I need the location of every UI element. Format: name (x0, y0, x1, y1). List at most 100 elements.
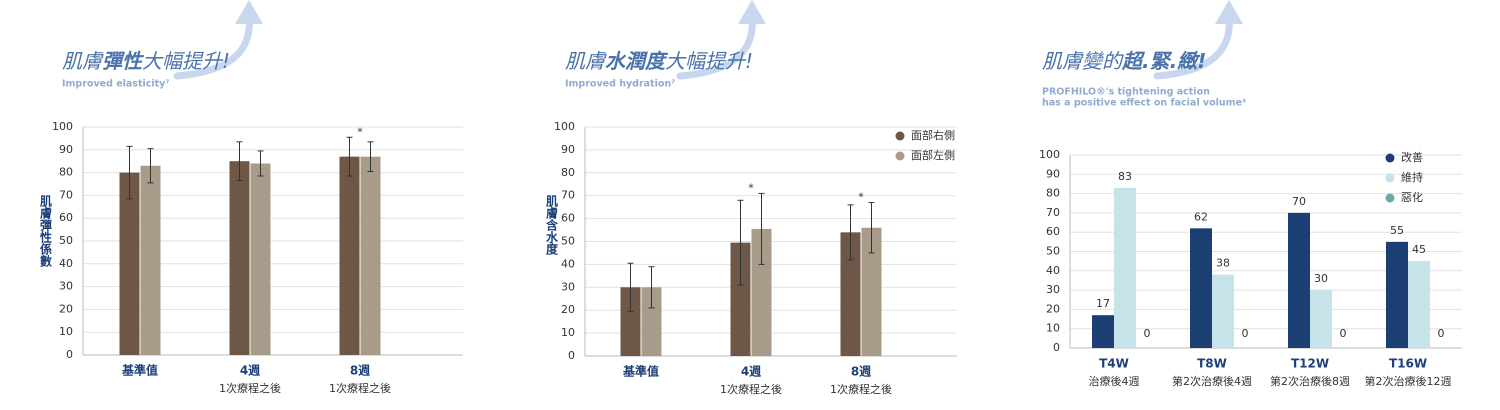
decor-arrow (1153, 12, 1233, 80)
x-tick-label: 8週 (350, 363, 370, 378)
value-label: 55 (1390, 224, 1404, 237)
bar (140, 165, 161, 355)
x-tick-label: 基準值 (622, 364, 659, 379)
x-tick-label: 8週 (851, 364, 871, 379)
title-part: 彈性 (102, 49, 145, 73)
y-tick-label: 70 (1046, 206, 1060, 219)
legend-swatch (1385, 173, 1395, 183)
y-tick-label: 90 (59, 143, 73, 156)
x-tick-label: 4週 (741, 364, 761, 379)
x-tick-label: T16W (1389, 357, 1427, 371)
chart-title: 肌膚變的超.緊.緻! (1042, 49, 1206, 73)
y-tick-label: 0 (66, 348, 73, 361)
value-label: 17 (1096, 297, 1110, 310)
bar (1114, 187, 1136, 348)
value-label: 0 (1144, 327, 1151, 340)
y-tick-label: 60 (59, 211, 73, 224)
bar (339, 156, 360, 355)
significance-mark: * (748, 181, 754, 194)
x-tick-note: 1次療程之後 (329, 381, 391, 395)
y-tick-label: 10 (59, 325, 73, 338)
chart-title: 肌膚彈性大幅提升! (62, 49, 230, 73)
legend-label: 面部右側 (911, 128, 955, 142)
title-part: 肌膚 (62, 49, 104, 73)
y-tick-label: 20 (59, 302, 73, 315)
y-tick-label: 40 (1046, 264, 1060, 277)
legend-label: 面部左側 (911, 148, 955, 162)
y-tick-label: 70 (59, 188, 73, 201)
value-label: 45 (1412, 243, 1426, 256)
y-tick-label: 50 (1046, 245, 1060, 258)
y-tick-label: 70 (561, 189, 575, 202)
y-axis-label: 肌膚含水度 (545, 194, 559, 256)
decor-arrowhead (738, 0, 766, 24)
error-bar (737, 199, 744, 286)
y-tick-label: 20 (561, 303, 575, 316)
y-tick-label: 40 (59, 257, 73, 270)
y-tick-label: 0 (1053, 341, 1060, 354)
y-tick-label: 50 (561, 235, 575, 248)
value-label: 0 (1438, 327, 1445, 340)
bar (250, 163, 271, 355)
error-bar (847, 204, 854, 261)
error-bar (868, 202, 875, 254)
bar (641, 287, 662, 356)
bar (620, 287, 641, 356)
error-bar (257, 150, 264, 177)
y-tick-label: 10 (561, 326, 575, 339)
value-label: 62 (1194, 210, 1208, 223)
title-part: 大幅提升! (142, 49, 230, 73)
error-bar (627, 262, 634, 312)
x-tick-note: 治療後4週 (1089, 374, 1140, 388)
bar (1310, 290, 1332, 348)
legend-label: 維持 (1401, 170, 1423, 184)
y-tick-label: 80 (1046, 187, 1060, 200)
y-tick-label: 90 (561, 143, 575, 156)
x-tick-note: 1次療程之後 (720, 382, 782, 396)
error-bar (126, 145, 133, 200)
title-part: 肌膚 (565, 49, 607, 73)
y-tick-label: 100 (52, 120, 73, 133)
y-tick-label: 10 (1046, 322, 1060, 335)
y-tick-label: 20 (1046, 302, 1060, 315)
y-tick-label: 60 (561, 212, 575, 225)
bar (840, 232, 861, 356)
legend-swatch (895, 131, 905, 141)
decor-arrowhead (1215, 0, 1243, 24)
title-part: 超.緊.緻! (1121, 49, 1206, 73)
y-tick-label: 50 (59, 234, 73, 247)
legend-swatch (1385, 153, 1395, 163)
value-label: 30 (1314, 272, 1328, 285)
y-tick-label: 30 (561, 280, 575, 293)
y-tick-label: 100 (554, 120, 575, 133)
error-bar (648, 266, 655, 309)
x-tick-note: 第2次治療後4週 (1172, 374, 1252, 388)
y-tick-label: 80 (561, 166, 575, 179)
significance-mark: * (357, 125, 363, 138)
bar (360, 156, 381, 355)
chart-subtitle: Improved elasticity⁷ (62, 79, 170, 90)
error-bar (236, 141, 243, 182)
error-bar (758, 192, 765, 265)
chart-subtitle: Improved hydration⁷ (565, 79, 675, 90)
value-label: 70 (1292, 195, 1306, 208)
decor-arrow (173, 12, 253, 80)
value-label: 0 (1242, 327, 1249, 340)
x-tick-note: 第2次治療後8週 (1270, 374, 1350, 388)
x-tick-label: T4W (1099, 357, 1129, 371)
x-tick-label: T8W (1197, 357, 1227, 371)
bar (1190, 228, 1212, 348)
bar (730, 242, 751, 356)
title-part: 水潤度 (605, 49, 669, 73)
x-tick-label: T12W (1291, 357, 1329, 371)
bar (861, 227, 882, 356)
significance-mark: * (858, 191, 864, 204)
value-label: 38 (1216, 257, 1230, 270)
error-bar (367, 141, 374, 172)
bar (751, 228, 772, 356)
title-part: 大幅提升! (665, 49, 753, 73)
chart-title: 肌膚水潤度大幅提升! (565, 49, 753, 73)
bar (119, 172, 140, 355)
chart-subtitle: PROFHILO®'s tightening action (1042, 87, 1210, 98)
